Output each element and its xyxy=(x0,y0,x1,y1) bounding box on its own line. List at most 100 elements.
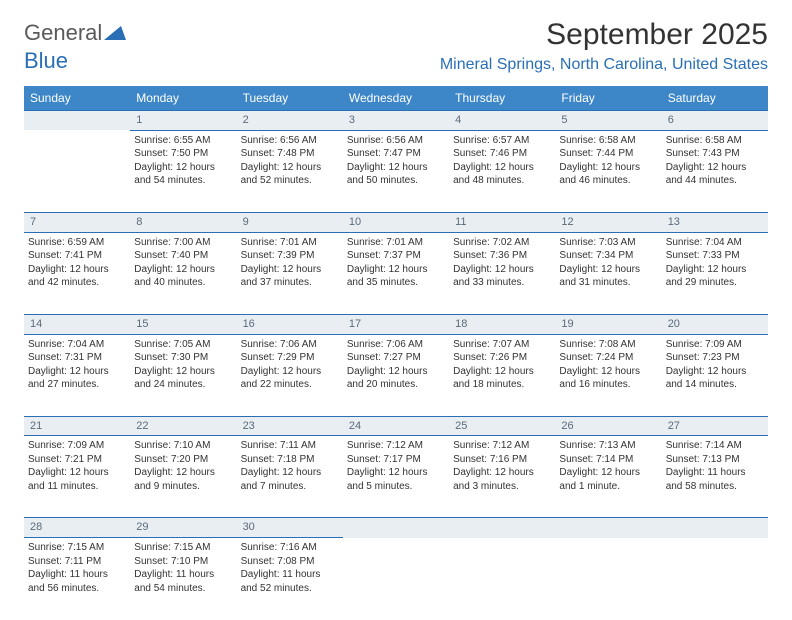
calendar-table: SundayMondayTuesdayWednesdayThursdayFrid… xyxy=(24,86,768,620)
day-number: 9 xyxy=(237,212,343,232)
daylight-text: Daylight: 12 hours and 40 minutes. xyxy=(134,263,232,290)
sunrise-text: Sunrise: 7:14 AM xyxy=(666,439,764,453)
sunrise-text: Sunrise: 7:15 AM xyxy=(28,541,126,555)
daylight-text: Daylight: 12 hours and 9 minutes. xyxy=(134,466,232,493)
sunset-text: Sunset: 7:13 PM xyxy=(666,453,764,467)
day-number: 11 xyxy=(449,212,555,232)
location: Mineral Springs, North Carolina, United … xyxy=(440,56,768,74)
day-number: 7 xyxy=(24,212,130,232)
sunset-text: Sunset: 7:40 PM xyxy=(134,249,232,263)
sunrise-text: Sunrise: 7:01 AM xyxy=(347,236,445,250)
day-cell: Sunrise: 7:14 AMSunset: 7:13 PMDaylight:… xyxy=(662,436,768,518)
sunrise-text: Sunrise: 7:02 AM xyxy=(453,236,551,250)
daylight-text: Daylight: 12 hours and 20 minutes. xyxy=(347,365,445,392)
daylight-text: Daylight: 12 hours and 14 minutes. xyxy=(666,365,764,392)
day-number xyxy=(24,111,130,131)
day-number: 27 xyxy=(662,416,768,436)
logo-text: General Blue xyxy=(24,22,126,72)
day-number: 30 xyxy=(237,518,343,538)
day-cell: Sunrise: 7:12 AMSunset: 7:16 PMDaylight:… xyxy=(449,436,555,518)
sunrise-text: Sunrise: 7:00 AM xyxy=(134,236,232,250)
sunset-text: Sunset: 7:36 PM xyxy=(453,249,551,263)
logo-triangle-icon xyxy=(104,22,126,44)
day-number: 10 xyxy=(343,212,449,232)
sunset-text: Sunset: 7:48 PM xyxy=(241,147,339,161)
day-cell: Sunrise: 7:15 AMSunset: 7:11 PMDaylight:… xyxy=(24,538,130,620)
sunset-text: Sunset: 7:34 PM xyxy=(559,249,657,263)
daylight-text: Daylight: 12 hours and 27 minutes. xyxy=(28,365,126,392)
title-block: September 2025 Mineral Springs, North Ca… xyxy=(440,18,768,82)
day-number: 19 xyxy=(555,314,661,334)
day-number xyxy=(343,518,449,538)
day-cell: Sunrise: 6:56 AMSunset: 7:47 PMDaylight:… xyxy=(343,130,449,212)
day-number xyxy=(449,518,555,538)
daylight-text: Daylight: 12 hours and 3 minutes. xyxy=(453,466,551,493)
sunrise-text: Sunrise: 7:10 AM xyxy=(134,439,232,453)
sunset-text: Sunset: 7:20 PM xyxy=(134,453,232,467)
daylight-text: Daylight: 11 hours and 56 minutes. xyxy=(28,568,126,595)
daynum-row: 282930 xyxy=(24,518,768,538)
day-number xyxy=(555,518,661,538)
sunset-text: Sunset: 7:50 PM xyxy=(134,147,232,161)
daylight-text: Daylight: 12 hours and 11 minutes. xyxy=(28,466,126,493)
daylight-text: Daylight: 12 hours and 50 minutes. xyxy=(347,161,445,188)
sunrise-text: Sunrise: 6:58 AM xyxy=(666,134,764,148)
daylight-text: Daylight: 12 hours and 7 minutes. xyxy=(241,466,339,493)
sunset-text: Sunset: 7:26 PM xyxy=(453,351,551,365)
sunrise-text: Sunrise: 7:12 AM xyxy=(453,439,551,453)
day-number: 15 xyxy=(130,314,236,334)
sunrise-text: Sunrise: 7:08 AM xyxy=(559,338,657,352)
day-number: 23 xyxy=(237,416,343,436)
sunset-text: Sunset: 7:08 PM xyxy=(241,555,339,569)
daylight-text: Daylight: 11 hours and 54 minutes. xyxy=(134,568,232,595)
sunset-text: Sunset: 7:31 PM xyxy=(28,351,126,365)
sunrise-text: Sunrise: 7:06 AM xyxy=(241,338,339,352)
sunrise-text: Sunrise: 6:56 AM xyxy=(241,134,339,148)
day-cell xyxy=(662,538,768,620)
daylight-text: Daylight: 12 hours and 31 minutes. xyxy=(559,263,657,290)
logo-part2: Blue xyxy=(24,48,68,73)
week-row: Sunrise: 6:59 AMSunset: 7:41 PMDaylight:… xyxy=(24,232,768,314)
sunrise-text: Sunrise: 7:09 AM xyxy=(666,338,764,352)
day-cell: Sunrise: 7:04 AMSunset: 7:31 PMDaylight:… xyxy=(24,334,130,416)
daylight-text: Daylight: 12 hours and 42 minutes. xyxy=(28,263,126,290)
sunrise-text: Sunrise: 7:12 AM xyxy=(347,439,445,453)
day-cell: Sunrise: 7:15 AMSunset: 7:10 PMDaylight:… xyxy=(130,538,236,620)
sunrise-text: Sunrise: 6:58 AM xyxy=(559,134,657,148)
week-row: Sunrise: 7:04 AMSunset: 7:31 PMDaylight:… xyxy=(24,334,768,416)
sunset-text: Sunset: 7:43 PM xyxy=(666,147,764,161)
sunset-text: Sunset: 7:24 PM xyxy=(559,351,657,365)
day-cell: Sunrise: 7:04 AMSunset: 7:33 PMDaylight:… xyxy=(662,232,768,314)
day-number: 17 xyxy=(343,314,449,334)
sunrise-text: Sunrise: 7:11 AM xyxy=(241,439,339,453)
daylight-text: Daylight: 12 hours and 24 minutes. xyxy=(134,365,232,392)
day-cell: Sunrise: 7:05 AMSunset: 7:30 PMDaylight:… xyxy=(130,334,236,416)
daylight-text: Daylight: 12 hours and 1 minute. xyxy=(559,466,657,493)
daylight-text: Daylight: 12 hours and 18 minutes. xyxy=(453,365,551,392)
day-cell: Sunrise: 7:06 AMSunset: 7:27 PMDaylight:… xyxy=(343,334,449,416)
day-cell: Sunrise: 6:59 AMSunset: 7:41 PMDaylight:… xyxy=(24,232,130,314)
day-number: 6 xyxy=(662,111,768,131)
day-cell: Sunrise: 7:11 AMSunset: 7:18 PMDaylight:… xyxy=(237,436,343,518)
daylight-text: Daylight: 11 hours and 58 minutes. xyxy=(666,466,764,493)
sunset-text: Sunset: 7:10 PM xyxy=(134,555,232,569)
day-cell: Sunrise: 6:56 AMSunset: 7:48 PMDaylight:… xyxy=(237,130,343,212)
daynum-row: 21222324252627 xyxy=(24,416,768,436)
day-header: Sunday xyxy=(24,86,130,111)
day-number: 20 xyxy=(662,314,768,334)
sunrise-text: Sunrise: 7:03 AM xyxy=(559,236,657,250)
sunset-text: Sunset: 7:47 PM xyxy=(347,147,445,161)
sunrise-text: Sunrise: 7:05 AM xyxy=(134,338,232,352)
sunset-text: Sunset: 7:11 PM xyxy=(28,555,126,569)
day-number: 5 xyxy=(555,111,661,131)
sunset-text: Sunset: 7:44 PM xyxy=(559,147,657,161)
day-cell: Sunrise: 7:09 AMSunset: 7:23 PMDaylight:… xyxy=(662,334,768,416)
day-header-row: SundayMondayTuesdayWednesdayThursdayFrid… xyxy=(24,86,768,111)
day-number: 29 xyxy=(130,518,236,538)
logo: General Blue xyxy=(24,18,126,72)
sunrise-text: Sunrise: 6:59 AM xyxy=(28,236,126,250)
day-cell xyxy=(449,538,555,620)
daylight-text: Daylight: 12 hours and 44 minutes. xyxy=(666,161,764,188)
sunrise-text: Sunrise: 7:09 AM xyxy=(28,439,126,453)
day-cell: Sunrise: 6:55 AMSunset: 7:50 PMDaylight:… xyxy=(130,130,236,212)
